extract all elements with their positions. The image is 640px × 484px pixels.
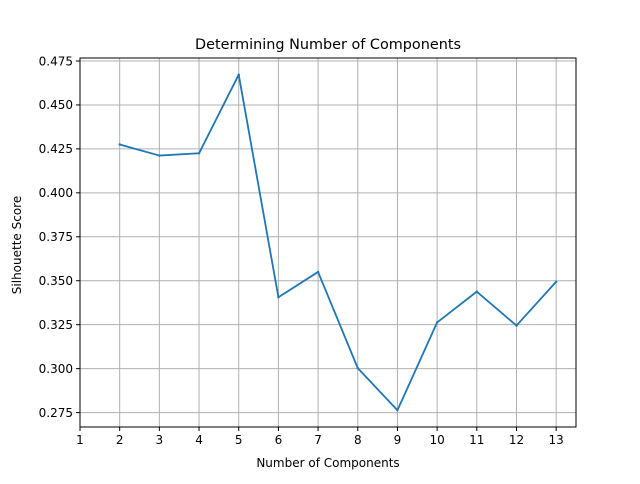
y-tick-label: 0.400 — [39, 186, 73, 200]
data-point — [356, 366, 359, 370]
y-tick-label: 0.325 — [39, 318, 73, 332]
x-tick-label: 4 — [195, 433, 203, 447]
data-point — [475, 290, 478, 293]
x-tick-label: 9 — [394, 433, 402, 447]
y-tick-label: 0.450 — [39, 98, 73, 112]
data-point — [435, 321, 439, 324]
x-tick-label: 8 — [354, 433, 362, 447]
x-tick-label: 11 — [469, 433, 484, 447]
data-point — [554, 280, 558, 283]
x-tick-label: 1 — [76, 433, 84, 447]
x-axis-label: Number of Components — [256, 456, 399, 470]
data-point — [197, 152, 201, 155]
data-point — [277, 296, 280, 299]
data-point — [316, 270, 320, 274]
y-tick-label: 0.375 — [39, 230, 73, 244]
x-tick-label: 13 — [549, 433, 564, 447]
y-tick-label: 0.425 — [39, 142, 73, 156]
y-tick-label: 0.275 — [39, 406, 73, 420]
data-point — [396, 409, 399, 412]
x-tick-label: 3 — [156, 433, 164, 447]
y-tick-label: 0.300 — [39, 362, 73, 376]
x-tick-label: 5 — [235, 433, 243, 447]
y-tick-label: 0.475 — [39, 54, 73, 68]
x-tick-label: 12 — [509, 433, 524, 447]
y-axis-label: Silhouette Score — [10, 196, 24, 294]
x-axis: 1 2 3 4 5 6 7 8 9 10 11 12 13 — [76, 427, 564, 447]
x-tick-label: 6 — [275, 433, 283, 447]
data-point — [118, 143, 121, 146]
data-point — [237, 73, 240, 76]
series-line — [119, 73, 557, 412]
data-point — [158, 154, 161, 157]
y-tick-label: 0.350 — [39, 274, 73, 288]
y-axis: 0.275 0.300 0.325 0.350 0.375 0.400 0.425 0.450… — [39, 54, 80, 420]
x-tick-label: 7 — [314, 433, 322, 447]
plot-frame — [79, 57, 577, 428]
grid — [79, 58, 576, 427]
chart-title: Determining Number of Components — [195, 37, 461, 53]
data-point — [515, 324, 518, 327]
series-layer — [118, 73, 558, 412]
x-tick-label: 2 — [116, 433, 124, 447]
x-tick-label: 10 — [429, 433, 444, 447]
